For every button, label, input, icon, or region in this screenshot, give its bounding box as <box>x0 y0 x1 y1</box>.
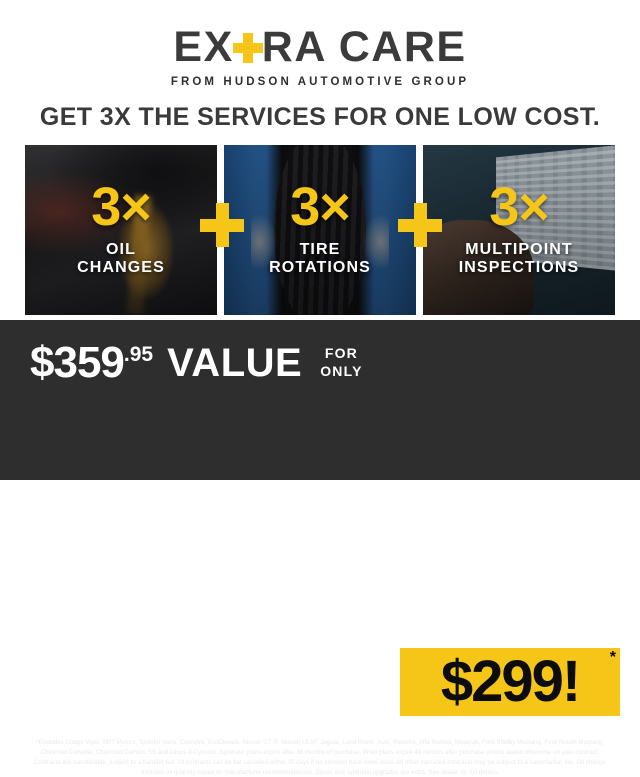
plus-icon <box>232 33 263 63</box>
panel-label: OIL CHANGES <box>77 241 165 277</box>
offer-asterisk: * <box>609 649 616 666</box>
panel-scrim <box>423 145 615 315</box>
panel-content: 3× MULTIPOINT INSPECTIONS <box>423 145 615 315</box>
original-value-cents: .95 <box>123 342 154 366</box>
offer-price: $299! <box>440 649 581 714</box>
panel-content: 3× OIL CHANGES <box>25 145 217 315</box>
pricing-band: $359.95 VALUE FOR ONLY $299! * *Excludes… <box>0 320 640 776</box>
plus-icon <box>398 203 442 247</box>
service-panel-tire-rotations: 3× TIRE ROTATIONS <box>224 145 416 315</box>
tire-photo <box>224 145 416 315</box>
panel-label-line1: OIL <box>106 240 136 258</box>
headline: GET 3X THE SERVICES FOR ONE LOW COST. <box>39 103 601 131</box>
logo-text-part1: EX <box>173 23 234 71</box>
service-panel-oil-changes: 3× OIL CHANGES <box>25 145 217 315</box>
for-only-line2: ONLY <box>320 362 363 379</box>
panel-content: 3× TIRE ROTATIONS <box>224 145 416 315</box>
panel-scrim <box>224 145 416 315</box>
value-word: VALUE <box>167 340 303 385</box>
service-panel-multipoint-inspections: 3× MULTIPOINT INSPECTIONS <box>423 145 615 315</box>
offer-price-box: $299! * <box>400 648 620 716</box>
panel-multiplier: 3× <box>91 177 152 238</box>
for-only-label: FOR ONLY <box>320 345 362 379</box>
pricing-row: $359.95 VALUE FOR ONLY <box>0 320 640 405</box>
oil-pour-photo <box>25 145 217 315</box>
panel-label-line1: TIRE <box>299 240 341 258</box>
brand-tagline: FROM HUDSON AUTOMOTIVE GROUP <box>170 76 470 88</box>
plus-icon <box>200 203 244 247</box>
panel-multiplier: 3× <box>290 177 351 238</box>
panel-label: TIRE ROTATIONS <box>269 241 371 277</box>
panel-label-line1: MULTIPOINT <box>465 240 573 258</box>
logo-text-part2: RA CARE <box>261 23 467 71</box>
panel-label: MULTIPOINT INSPECTIONS <box>459 241 580 277</box>
advertisement-root: EX RA CARE FROM HUDSON AUTOMOTIVE GROUP G… <box>0 0 640 480</box>
brand-logo: EX RA CARE FROM HUDSON AUTOMOTIVE GROUP <box>0 26 640 89</box>
original-value-dollars: $359 <box>30 337 125 387</box>
service-panels: 3× OIL CHANGES 3× TIRE ROTATIONS <box>25 145 615 315</box>
logo-wordmark: EX RA CARE <box>0 26 640 69</box>
panel-label-line2: ROTATIONS <box>269 258 371 276</box>
panel-scrim <box>25 145 217 315</box>
panel-label-line2: CHANGES <box>77 258 165 276</box>
original-value-price: $359.95 <box>30 337 154 387</box>
diagnostic-laptop-photo <box>423 145 615 315</box>
panel-label-line2: INSPECTIONS <box>458 258 580 276</box>
for-only-line1: FOR <box>324 345 358 362</box>
disclaimer-text: *Excludes Dodge Viper, SRT Motors, Sprin… <box>34 739 606 776</box>
panel-multiplier: 3× <box>489 177 550 238</box>
